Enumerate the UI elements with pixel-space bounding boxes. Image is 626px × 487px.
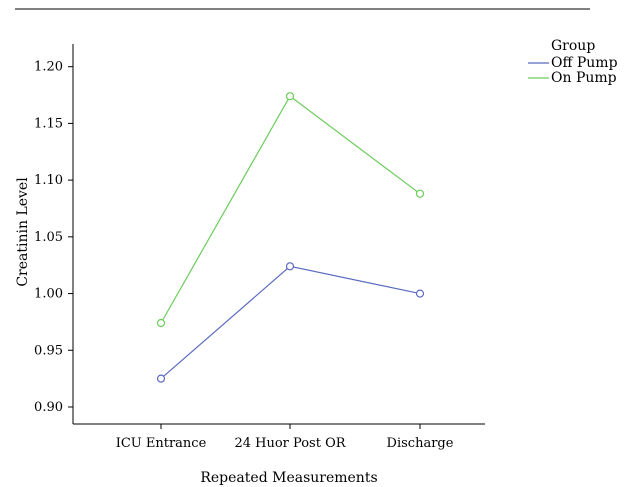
legend-label: On Pump xyxy=(551,70,617,86)
y-tick-label: 0.90 xyxy=(34,400,63,415)
y-tick-label: 1.05 xyxy=(34,230,63,245)
legend-label: Off Pump xyxy=(551,55,618,71)
data-point xyxy=(158,320,165,327)
x-axis: ICU Entrance 24 Huor Post OR Discharge xyxy=(73,424,485,451)
y-tick-label: 1.00 xyxy=(34,287,63,302)
x-tick-label: ICU Entrance xyxy=(116,436,207,451)
y-tick-label: 0.95 xyxy=(34,343,63,358)
data-point xyxy=(287,263,294,270)
x-tick-label: 24 Huor Post OR xyxy=(234,436,346,451)
series-layer xyxy=(158,93,424,382)
data-point xyxy=(417,290,424,297)
x-tick-label: Discharge xyxy=(387,436,454,451)
y-tick-label: 1.20 xyxy=(34,60,63,75)
data-point xyxy=(417,190,424,197)
y-axis-title: Creatinin Level xyxy=(15,177,31,287)
x-axis-title: Repeated Measurements xyxy=(200,470,377,486)
y-tick-label: 1.10 xyxy=(34,173,63,188)
data-point xyxy=(158,375,165,382)
series-line-1 xyxy=(161,96,420,323)
legend-title: Group xyxy=(551,38,595,54)
y-tick-label: 1.15 xyxy=(34,116,63,131)
data-point xyxy=(287,93,294,100)
series-line-0 xyxy=(161,266,420,378)
y-axis: 0.90 0.95 1.00 1.05 1.10 1.15 1.20 xyxy=(34,44,73,424)
